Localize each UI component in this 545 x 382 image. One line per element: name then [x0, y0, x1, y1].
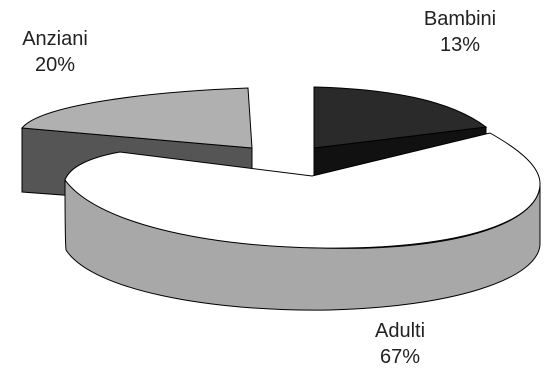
slice-label-bambini-percent: 13%: [439, 34, 481, 56]
slice-label-adulti: Adulti 67%: [340, 318, 460, 370]
pie-slice-bambini-top: [313, 86, 488, 149]
pie-slice-bambini: [313, 86, 488, 176]
slice-label-adulti-percent: 67%: [379, 346, 421, 368]
slice-label-anziani-percent: 20%: [34, 54, 76, 76]
pie-slice-anziani-top: [21, 87, 253, 149]
pie-slice-adulti: [64, 132, 541, 311]
slice-label-anziani: Anziani 20%: [0, 26, 110, 78]
slice-label-bambini: Bambini 13%: [400, 6, 520, 58]
pie-slice-adulti-top: [64, 132, 541, 249]
slice-label-anziani-name: Anziani: [22, 28, 88, 50]
slice-label-bambini-name: Bambini: [423, 8, 497, 30]
slice-label-adulti-name: Adulti: [374, 320, 426, 342]
